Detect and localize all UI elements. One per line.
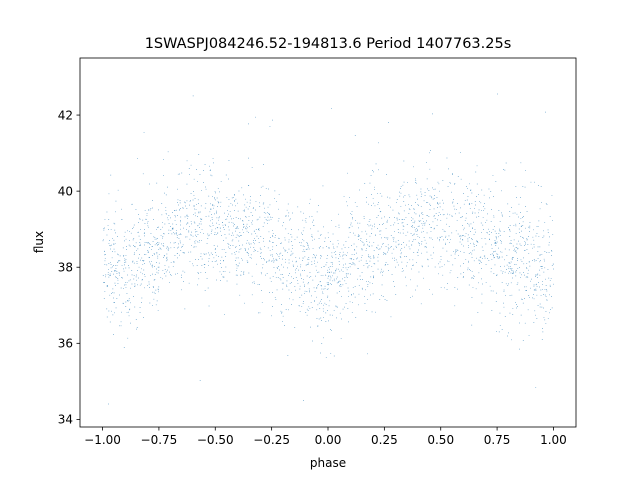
x-tick-label: 0.75 (484, 433, 511, 447)
x-tick-label: −0.25 (253, 433, 290, 447)
x-tick-label: 0.00 (315, 433, 342, 447)
y-tick-label: 36 (58, 337, 73, 351)
flux-points (102, 93, 554, 405)
y-axis-label: flux (32, 231, 46, 253)
y-tick-label: 40 (58, 184, 73, 198)
y-axis-ticks: 34 36 38 40 42 (58, 108, 80, 427)
x-tick-label: −1.00 (84, 433, 121, 447)
plot-frame (79, 57, 577, 428)
y-tick-label: 38 (58, 261, 73, 275)
x-tick-label: −0.75 (141, 433, 178, 447)
x-axis-label: phase (310, 456, 346, 470)
x-tick-label: 0.50 (427, 433, 454, 447)
chart-title: 1SWASPJ084246.52-194813.6 Period 1407763… (145, 36, 512, 52)
x-tick-label: −0.50 (197, 433, 234, 447)
x-tick-label: 0.25 (371, 433, 398, 447)
data-points (102, 93, 554, 405)
y-tick-label: 34 (58, 413, 73, 427)
y-tick-label: 42 (58, 108, 73, 122)
x-tick-label: 1.00 (540, 433, 567, 447)
x-axis-ticks: −1.00 −0.75 −0.50 −0.25 0.00 0.25 0.50 0.75 1.00 (84, 427, 567, 447)
